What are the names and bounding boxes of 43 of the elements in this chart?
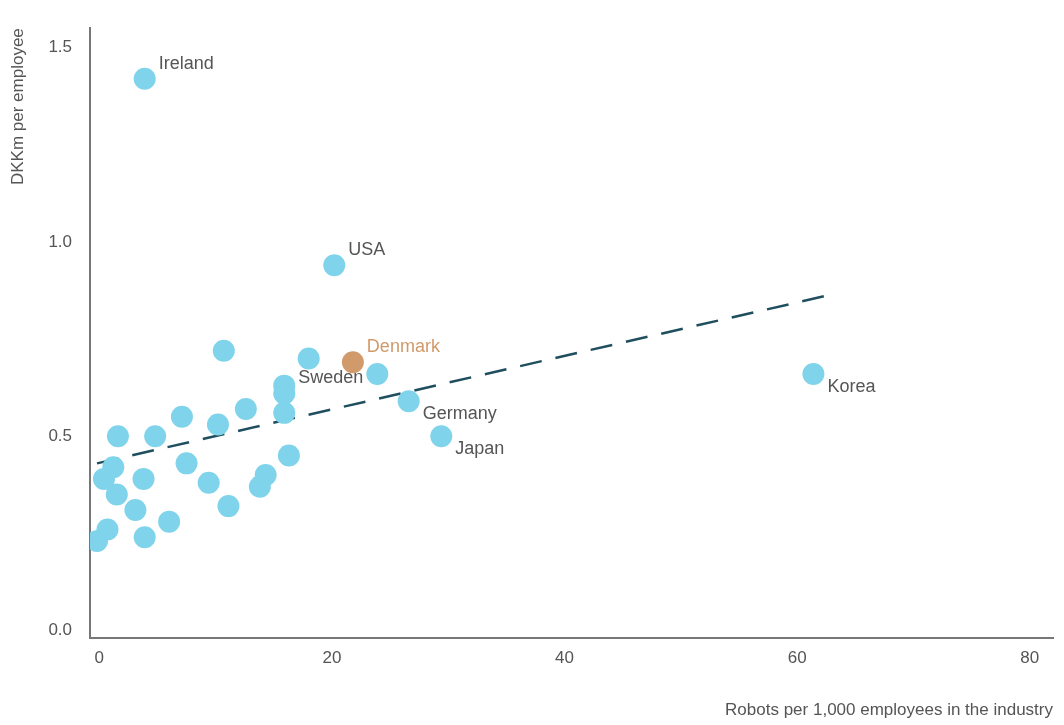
point: [133, 67, 156, 90]
annotation: Germany: [422, 403, 497, 424]
x-axis-title: Robots per 1,000 employees in the industry: [725, 700, 1054, 720]
point: [144, 425, 167, 448]
point: [277, 444, 300, 467]
x-tick-label: 60: [787, 648, 807, 668]
point: [397, 390, 420, 413]
point: [234, 397, 257, 420]
annotation: Denmark: [366, 336, 441, 357]
point: [206, 413, 229, 436]
x-tick-label: 20: [322, 648, 342, 668]
y-tick-label: 0.5: [48, 425, 73, 445]
point: [197, 471, 220, 494]
point: [92, 467, 115, 490]
annotation: USA: [348, 239, 386, 260]
y-tick-label: 0.0: [48, 620, 73, 640]
y-tick-label: 1.0: [48, 231, 73, 251]
point: [323, 254, 346, 277]
annotation: Japan: [455, 438, 505, 459]
x-tick-label: 80: [1020, 648, 1040, 668]
point: [132, 467, 155, 490]
point: [133, 526, 156, 549]
point: [297, 347, 320, 370]
annotation: Sweden: [298, 367, 364, 388]
x-tick-label: 40: [555, 648, 574, 668]
x-tick-label: 0: [94, 648, 105, 668]
annotation: Korea: [827, 375, 877, 396]
annotation: Ireland: [158, 52, 214, 73]
y-axis-title: DKKm per employee: [7, 28, 27, 186]
point: [106, 425, 129, 448]
point: [217, 495, 240, 518]
y-tick-label: 1.5: [48, 37, 73, 57]
point: [273, 401, 296, 424]
point: [170, 405, 193, 428]
point: [212, 339, 235, 362]
point: [248, 475, 271, 498]
point: [175, 452, 198, 475]
point: [124, 498, 147, 521]
point: [105, 483, 128, 506]
point: [158, 510, 181, 533]
point: [366, 363, 389, 385]
point: [802, 363, 825, 385]
point: [430, 425, 453, 448]
